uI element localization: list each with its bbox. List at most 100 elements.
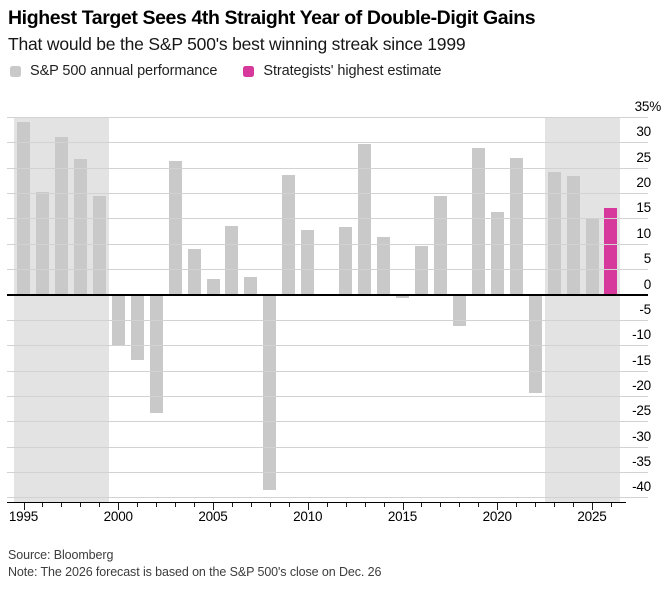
bar-2016 [414, 246, 428, 295]
y-axis-label--25: -25 [632, 403, 651, 419]
x-tick-2012 [345, 503, 347, 507]
bar-2012 [339, 226, 353, 295]
gridline--5 [7, 319, 648, 321]
gridline--20 [7, 395, 648, 397]
x-tick-2014 [383, 503, 385, 507]
x-tick-2004 [194, 503, 196, 507]
y-axis-label-20: 20 [636, 175, 651, 191]
x-tick-2026 [610, 503, 612, 507]
bar-1999 [92, 195, 106, 295]
gridline--10 [7, 345, 648, 347]
x-tick-2022 [535, 503, 537, 507]
legend: S&P 500 annual performance Strategists' … [10, 63, 441, 79]
x-tick-1997 [61, 503, 63, 507]
x-tick-2009 [288, 503, 290, 507]
bar-2014 [377, 236, 391, 295]
x-tick-2013 [364, 503, 366, 507]
chart-title: Highest Target Sees 4th Straight Year of… [8, 7, 536, 29]
gridline--25 [7, 421, 648, 423]
y-axis-label--30: -30 [632, 428, 651, 444]
x-tick-2016 [421, 503, 423, 507]
y-axis-label--5: -5 [639, 301, 651, 317]
estimate-bar-2026 [604, 208, 618, 295]
x-tick-2002 [156, 503, 158, 507]
x-tick-2010 [307, 503, 309, 510]
x-tick-2006 [231, 503, 233, 507]
x-axis-label-1995: 1995 [8, 509, 39, 524]
gridline-20 [7, 193, 648, 195]
x-tick-2001 [137, 503, 139, 507]
gridline-5 [7, 269, 648, 271]
y-axis-label--20: -20 [632, 377, 651, 393]
gridline-10 [7, 243, 648, 245]
bar-2019 [471, 147, 485, 295]
x-tick-2020 [497, 503, 499, 510]
bar-2021 [509, 158, 523, 295]
legend-item-sp500: S&P 500 annual performance [10, 63, 217, 79]
y-axis-label-15: 15 [636, 200, 651, 216]
chart-footer: Source: Bloomberg Note: The 2026 forecas… [8, 547, 381, 581]
bar-2003 [168, 160, 182, 295]
x-axis-label-2025: 2025 [577, 509, 607, 524]
legend-label-sp500: S&P 500 annual performance [30, 63, 218, 79]
x-axis-label-2010: 2010 [293, 509, 323, 524]
bar-2008 [263, 294, 277, 490]
bar-2006 [225, 225, 239, 295]
x-tick-1996 [42, 503, 44, 507]
y-axis-label-25: 25 [636, 149, 651, 165]
gridline-25 [7, 167, 648, 169]
x-axis-label-2015: 2015 [387, 509, 418, 524]
gridline--40 [7, 497, 648, 499]
bar-2023 [547, 171, 561, 295]
bar-2022 [528, 294, 542, 393]
legend-swatch-pink-icon [243, 65, 255, 77]
bar-2013 [358, 144, 372, 295]
y-axis-label--15: -15 [632, 352, 651, 368]
y-axis-label--40: -40 [632, 479, 651, 495]
x-tick-2017 [440, 503, 442, 507]
x-tick-2024 [573, 503, 575, 507]
gridline-30 [7, 142, 648, 144]
note-text: Note: The 2026 forecast is based on the … [8, 565, 382, 579]
y-axis-label-35: 35% [634, 99, 662, 115]
gridline--30 [7, 446, 648, 448]
bar-1996 [35, 191, 49, 295]
x-tick-1999 [99, 503, 101, 507]
x-axis-line [7, 502, 626, 503]
x-tick-1998 [80, 503, 82, 507]
y-axis-label-5: 5 [643, 251, 652, 267]
gridline-35 [7, 117, 648, 119]
source-text: Source: Bloomberg [8, 548, 114, 562]
x-tick-2003 [175, 503, 177, 507]
bar-2001 [130, 294, 144, 361]
x-tick-2000 [118, 503, 120, 510]
x-tick-2023 [554, 503, 556, 507]
bar-2018 [452, 294, 466, 326]
bar-1995 [17, 121, 30, 295]
y-axis-label--10: -10 [632, 327, 651, 343]
y-axis-label-10: 10 [636, 225, 651, 241]
chart-subtitle: That would be the S&P 500's best winning… [8, 34, 466, 54]
legend-label-estimate: Strategists' highest estimate [263, 63, 442, 79]
bar-2015 [396, 294, 409, 299]
x-tick-2011 [326, 503, 328, 507]
x-tick-2019 [478, 503, 480, 507]
x-tick-2018 [459, 503, 461, 507]
zero-line [7, 293, 648, 296]
y-axis-label-0: 0 [643, 276, 652, 292]
x-tick-2025 [592, 503, 593, 510]
y-axis-label--35: -35 [632, 453, 651, 469]
legend-swatch-gray-icon [10, 65, 21, 77]
x-tick-2021 [516, 503, 518, 507]
gridline-15 [7, 218, 648, 220]
x-tick-2008 [269, 503, 271, 507]
x-tick-2015 [402, 503, 404, 510]
bar-1998 [73, 159, 87, 295]
y-axis-label-30: 30 [636, 124, 651, 140]
bar-2004 [187, 248, 201, 295]
bar-2020 [490, 211, 504, 295]
bar-2024 [566, 176, 580, 295]
x-axis-label-2000: 2000 [103, 509, 133, 524]
